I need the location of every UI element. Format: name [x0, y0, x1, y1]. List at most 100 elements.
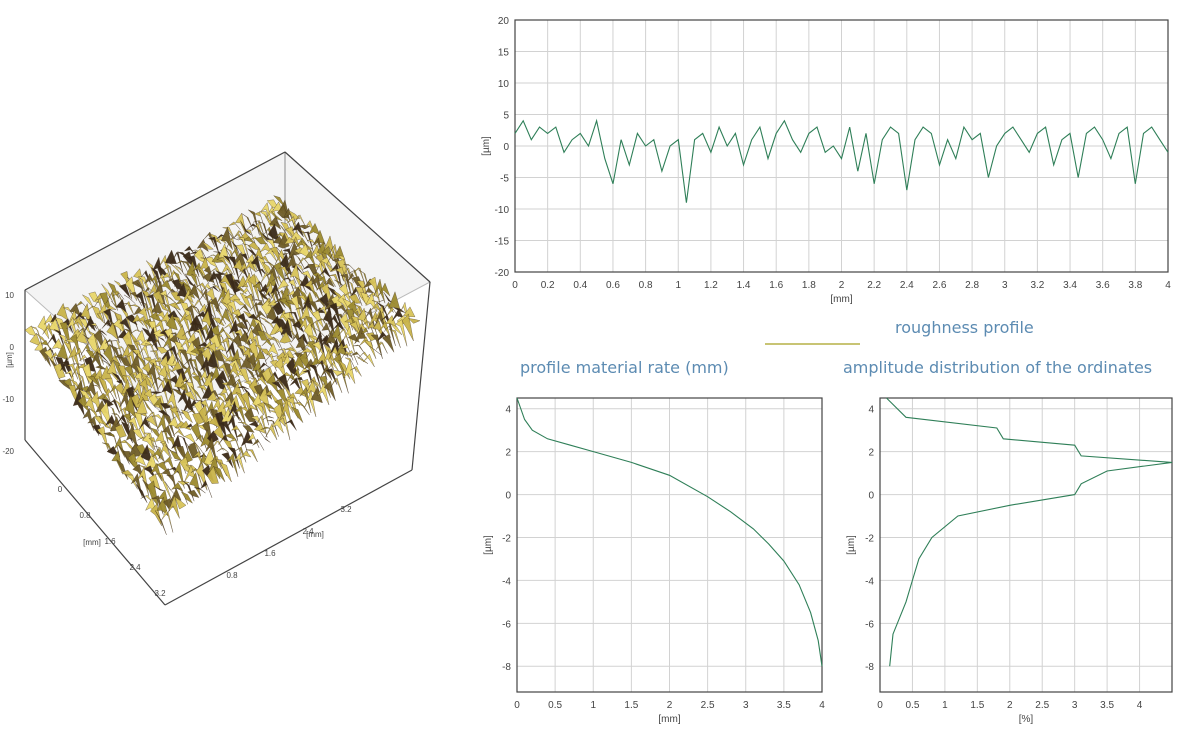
surface-facet — [222, 397, 235, 418]
surface-facet — [272, 276, 284, 288]
surface-facet — [139, 416, 151, 430]
surface-facet — [308, 364, 321, 388]
surface-facet — [128, 304, 141, 308]
x-tick-label: 2.8 — [965, 280, 979, 291]
surface-facet — [275, 221, 288, 236]
surface-facet — [192, 450, 205, 469]
surface-facet — [294, 276, 307, 294]
y-tick-label: 4 — [505, 405, 511, 416]
y-tick-label: -4 — [865, 576, 874, 587]
surface-facet — [268, 261, 281, 279]
x-tick-label: 4 — [1137, 700, 1143, 711]
surface-facet — [349, 321, 362, 339]
surface-facet — [173, 428, 185, 438]
surface-facet — [164, 445, 177, 453]
x-tick-label: 0 — [877, 700, 883, 711]
surface-facet — [148, 358, 161, 378]
surface-facet — [108, 433, 121, 458]
surface-facet — [67, 345, 80, 370]
y-tick-label: 2 — [868, 448, 874, 459]
surface-facet — [133, 268, 145, 291]
surface-facet — [228, 221, 241, 230]
x-axis-label: [%] — [1019, 714, 1034, 725]
surface-facet — [331, 369, 344, 376]
surface-facet — [106, 322, 119, 341]
surface-facet — [305, 348, 318, 366]
surface-facet — [118, 444, 130, 465]
surface-facet — [160, 279, 173, 293]
surface-facet — [323, 380, 336, 401]
surface-facet — [58, 333, 71, 354]
surface-facet — [319, 292, 332, 315]
roughness-profile-chart: 0 0.2 0.4 0.6 0.8 1 1.2 1.4 1.6 1.8 2 2.2 2.4 2.6 2.8 3… — [481, 16, 1171, 305]
surface-facet — [228, 293, 241, 302]
x-tick-label: 3.5 — [1100, 700, 1114, 711]
surface-facet — [267, 419, 279, 437]
y-tick-label: 5 — [503, 111, 509, 122]
x-tick-label: 0.5 — [905, 700, 919, 711]
surface-facet — [58, 379, 71, 390]
surface-facet — [31, 326, 43, 347]
surface-facet — [279, 331, 292, 344]
surface-facet — [214, 235, 227, 244]
surface-facet — [331, 258, 344, 282]
surface-facet — [146, 446, 159, 463]
surface-facet — [318, 305, 330, 328]
surface-facet — [265, 422, 278, 441]
x-tick-label: 3 — [1072, 700, 1078, 711]
surface-facet — [258, 430, 271, 443]
amplitude-distribution-chart: 0 0.5 1 1.5 2 2.5 3 3.5 4 4 2 0 -2 -4 -6 -8 [%] [µm] — [846, 397, 1173, 725]
surface-facet — [135, 483, 148, 503]
surface-facet — [214, 344, 227, 352]
surface-facet — [247, 393, 260, 415]
surface-facet — [207, 285, 220, 292]
x-tick-label: 1.2 — [704, 280, 718, 291]
surface-facet — [235, 321, 248, 329]
surface-facet — [220, 271, 232, 289]
surface-facet — [273, 377, 286, 390]
surface-facet — [194, 487, 206, 494]
series-line — [514, 118, 1169, 203]
surface-facet — [305, 243, 318, 260]
surface-facet — [207, 309, 220, 328]
surface-facet — [278, 414, 291, 441]
surface-facet — [244, 260, 257, 273]
surface-facet — [378, 320, 391, 338]
x-tick-label: 3.4 — [1063, 280, 1077, 291]
surface-facet — [345, 279, 358, 304]
surface-facet — [206, 465, 219, 484]
surface-facet — [388, 329, 401, 348]
surface-facet — [382, 334, 395, 353]
surface-facet — [125, 474, 138, 490]
surface-facet — [248, 209, 260, 236]
surface-facet — [256, 226, 269, 243]
surface-y-tick: 3.2 — [154, 589, 166, 598]
surface-facet — [299, 386, 312, 414]
surface-facet — [252, 438, 265, 451]
surface-facet — [240, 429, 253, 447]
surface-facet — [356, 356, 369, 364]
y-tick-label: 4 — [868, 405, 874, 416]
surface-facet — [112, 359, 125, 383]
surface-facet — [343, 325, 355, 353]
surface-facet — [381, 301, 394, 314]
amplitude-distribution-title: amplitude distribution of the ordinates — [843, 358, 1153, 377]
surface-facet — [183, 313, 196, 335]
surface-facet — [140, 413, 153, 433]
surface-facet — [118, 283, 131, 299]
surface-y-tick: 0 — [58, 485, 63, 494]
surface-facet — [244, 293, 257, 317]
surface-facet — [182, 480, 195, 502]
surface-facet — [304, 389, 317, 417]
surface-facet — [133, 340, 146, 364]
surface-facet — [63, 341, 75, 366]
surface-facet — [147, 480, 159, 507]
surface-facet — [96, 313, 109, 327]
surface-facet — [69, 333, 82, 362]
surface-facet — [90, 350, 103, 370]
surface-facet — [247, 432, 260, 448]
surface-facet — [180, 491, 193, 504]
x-axis-label: [mm] — [658, 714, 680, 725]
surface-facet — [167, 277, 179, 293]
